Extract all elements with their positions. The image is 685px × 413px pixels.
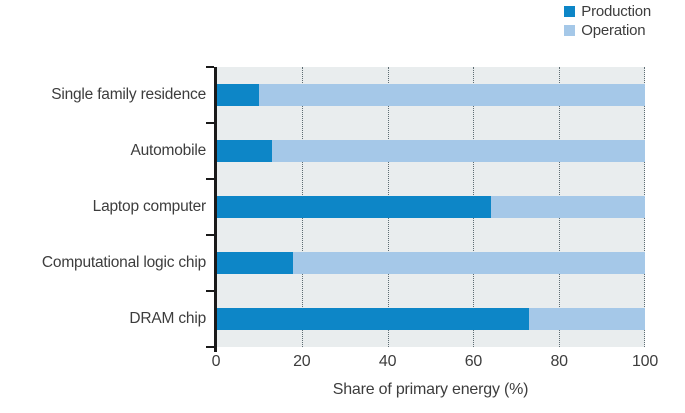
x-tick-label-80: 80 [550,353,568,370]
category-label: Laptop computer [92,198,207,215]
plot-area [216,67,645,347]
legend-swatch-operation [564,25,576,36]
category-label: Computational logic chip [41,254,206,271]
bar-segment-operation [529,308,645,330]
y-axis-tick [206,66,214,68]
y-axis-tick [206,290,214,292]
bar-segment-production [216,84,259,106]
bar-segment-production [216,308,530,330]
x-tick-label-100: 100 [631,353,659,370]
x-tick-label-20: 20 [293,353,311,370]
bar-segment-operation [490,196,645,218]
bar-segment-production [216,252,294,274]
chart-legend: Production Operation [564,3,651,39]
x-axis-title: Share of primary energy (%) [332,381,529,398]
bar-segment-production [216,196,491,218]
y-axis-line [213,67,217,352]
x-tick-label-0: 0 [211,353,221,370]
legend-item: Operation [564,22,651,39]
bar-segment-operation [271,140,645,162]
y-axis-tick [206,346,214,348]
bar-row [216,308,645,330]
category-label: Single family residence [51,86,206,103]
bar-row [216,252,645,274]
category-label: DRAM chip [129,310,206,327]
y-axis-tick [206,178,214,180]
bar-segment-operation [293,252,645,274]
category-axis-labels: Single family residence Automobile Laptop … [0,67,206,347]
legend-item: Production [564,3,651,20]
x-tick-label-60: 60 [464,353,483,370]
bar-segment-operation [258,84,645,106]
bar-row [216,84,645,106]
bar-segment-production [216,140,272,162]
bar-row [216,196,645,218]
bar-row [216,140,645,162]
legend-label: Operation [581,22,646,39]
legend-label: Production [581,3,651,20]
legend-swatch-production [564,6,576,17]
x-tick-label-40: 40 [378,353,397,370]
y-axis-tick [206,234,214,236]
y-axis-tick [206,122,214,124]
category-label: Automobile [130,142,206,159]
